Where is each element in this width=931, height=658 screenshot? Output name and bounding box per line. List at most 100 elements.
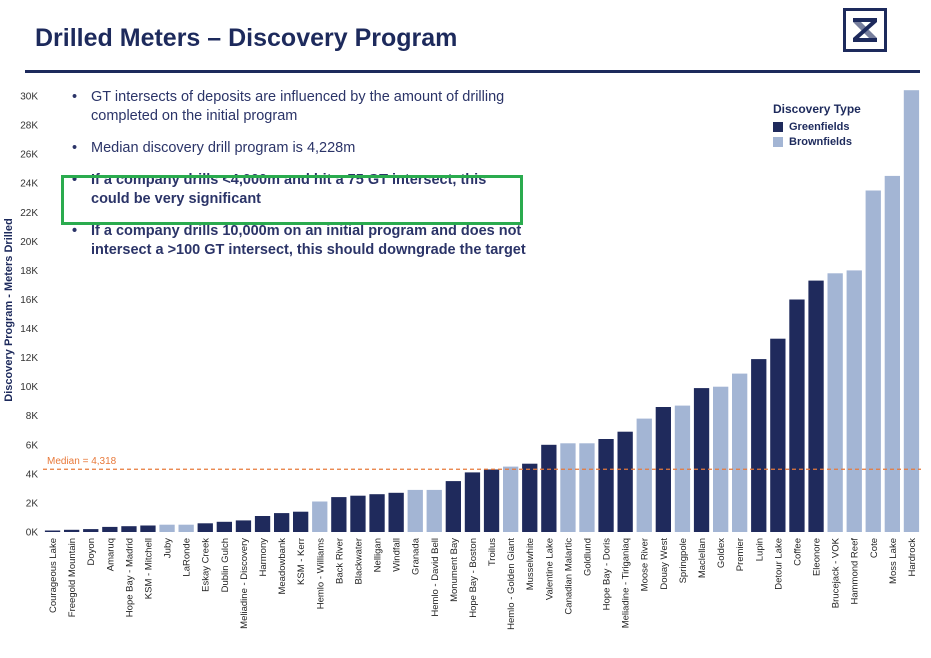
y-tick-label: 30K — [20, 92, 38, 103]
bar — [331, 497, 347, 532]
x-tick-label: Hammond Reef — [850, 538, 861, 605]
bar — [274, 513, 290, 532]
bar — [426, 489, 442, 532]
median-marker: Median = 4,318 — [43, 456, 921, 470]
bar — [579, 443, 595, 532]
y-tick-label: 12K — [20, 353, 38, 364]
x-tick-label: LaRonde — [182, 538, 193, 577]
bar — [808, 280, 824, 532]
bar — [903, 90, 920, 532]
y-tick-label: 14K — [20, 324, 38, 335]
x-tick-label: Blackwater — [353, 538, 364, 584]
x-tick-label: Hope Bay - Madrid — [124, 538, 135, 617]
company-logo — [843, 8, 887, 52]
x-tick-label: Canadian Malartic — [563, 538, 574, 615]
bar — [159, 524, 175, 532]
x-tick-label: Harmony — [258, 538, 269, 577]
x-tick-label: Windfall — [392, 538, 403, 572]
title-underline — [25, 70, 920, 73]
bullet-4: If a company drills 10,000m on an initia… — [72, 222, 527, 260]
y-tick-label: 4K — [26, 469, 39, 480]
x-tick-label: Courageous Lake — [48, 538, 59, 613]
x-tick-label: Meliadine - Tiriganiaq — [621, 538, 632, 628]
bar — [64, 529, 80, 532]
y-axis-label: Discovery Program - Meters Drilled — [3, 218, 15, 401]
bar — [522, 463, 538, 532]
x-tick-label: Goldex — [716, 538, 727, 568]
highlight-box — [61, 175, 523, 225]
x-tick-label: Meliadine - Discovery — [239, 538, 250, 629]
bar — [178, 524, 194, 532]
x-tick-label: Troilus — [487, 538, 498, 566]
bar — [636, 418, 652, 532]
legend: Discovery Type Greenfields Brownfields — [773, 102, 861, 149]
y-tick-label: 22K — [20, 208, 38, 219]
bar — [713, 386, 729, 532]
y-tick-label: 18K — [20, 266, 38, 277]
y-tick-label: 2K — [26, 498, 39, 509]
x-tick-label: Moose River — [640, 538, 651, 591]
x-tick-label: Meadowbank — [277, 538, 288, 595]
bar — [751, 359, 767, 532]
bar — [388, 492, 404, 532]
bar — [732, 373, 748, 532]
x-tick-label: Back River — [334, 538, 345, 584]
bars — [44, 90, 920, 532]
median-label: Median = 4,318 — [47, 456, 117, 467]
y-axis: 0K 2K 4K 6K 8K 10K 12K 14K 16K 18K 20K 22K 24K 26K 28K… — [20, 92, 38, 539]
x-tick-label: Goldlund — [583, 538, 594, 576]
x-tick-label: Doyon — [86, 538, 97, 565]
bar — [197, 523, 213, 532]
bar — [655, 407, 671, 532]
bar — [293, 511, 309, 532]
x-tick-label: Coffee — [792, 538, 803, 566]
y-tick-label: 28K — [20, 121, 38, 132]
bar — [407, 489, 423, 532]
x-tick-label: Hardrock — [907, 538, 918, 577]
x-tick-label: Hope Bay - Doris — [602, 538, 613, 611]
bar — [884, 175, 900, 532]
bar — [598, 439, 614, 532]
x-tick-label: Hemlo - Williams — [315, 538, 326, 610]
bar — [464, 472, 481, 532]
x-tick-label: Freegold Mountain — [67, 538, 78, 617]
x-tick-label: Hemlo - Golden Giant — [506, 538, 517, 630]
legend-title: Discovery Type — [773, 102, 861, 116]
bar — [83, 529, 99, 532]
x-tick-label: Eleonore — [812, 538, 823, 576]
bullet-1: GT intersects of deposits are influenced… — [72, 88, 527, 126]
x-tick-label: Juby — [163, 538, 174, 558]
bar — [541, 444, 557, 532]
bar — [312, 501, 328, 532]
x-tick-label: Dublin Gulch — [220, 538, 231, 592]
legend-label-brownfields: Brownfields — [789, 135, 852, 148]
y-tick-label: 0K — [26, 528, 39, 539]
x-tick-label: Moss Lake — [888, 538, 899, 584]
bar — [235, 520, 252, 532]
bar — [503, 466, 519, 532]
y-tick-label: 6K — [26, 440, 39, 451]
y-tick-label: 24K — [20, 179, 38, 190]
y-tick-label: 20K — [20, 237, 38, 248]
x-tick-label: Detour Lake — [773, 538, 784, 590]
bar — [846, 270, 862, 532]
bar — [827, 273, 843, 532]
bar — [254, 516, 271, 532]
bar — [121, 526, 137, 532]
bullet-2: Median discovery drill program is 4,228m — [72, 139, 527, 158]
legend-swatch-greenfields — [773, 121, 783, 132]
bar — [693, 388, 710, 532]
key-points-list: GT intersects of deposits are influenced… — [72, 88, 527, 273]
legend-label-greenfields: Greenfields — [789, 120, 850, 133]
bar — [865, 190, 881, 532]
x-tick-label: KSM - Kerr — [296, 538, 307, 585]
bar — [216, 521, 232, 532]
x-tick-label: Cote — [869, 538, 880, 558]
x-tick-label: Douay West — [659, 538, 670, 590]
x-axis-labels: Courageous Lake Freegold Mountain Doyon Ama… — [48, 537, 918, 630]
bar — [102, 526, 118, 532]
x-tick-label: Monument Bay — [449, 538, 460, 602]
x-tick-label: Maclellan — [697, 538, 708, 578]
x-tick-label: Granada — [411, 537, 422, 575]
bar — [789, 299, 805, 532]
